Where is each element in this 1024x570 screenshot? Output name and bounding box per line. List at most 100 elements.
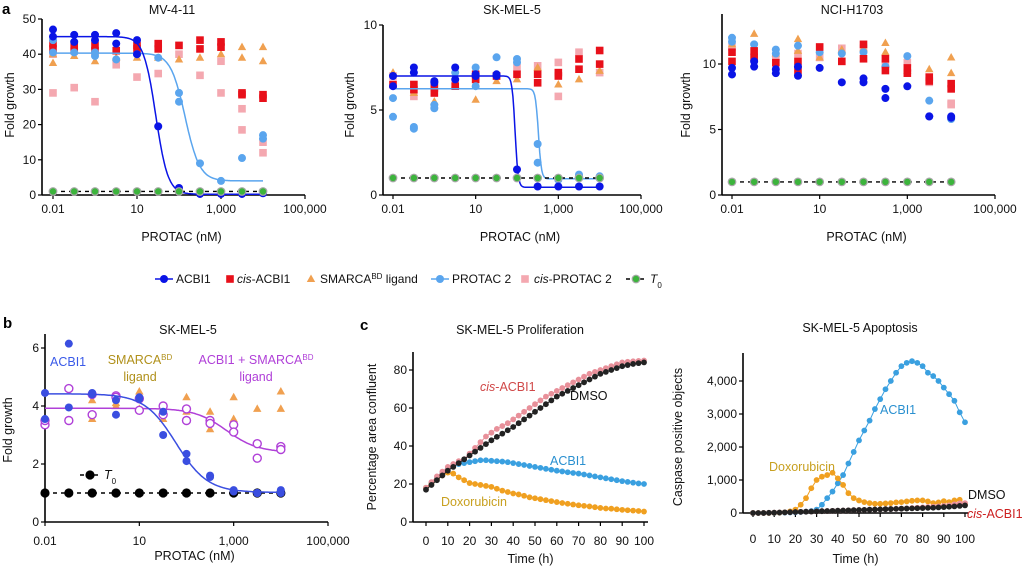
data-point bbox=[925, 73, 934, 81]
x-tick-label: 40 bbox=[831, 532, 845, 546]
data-point bbox=[595, 66, 604, 74]
data-point bbox=[570, 501, 577, 508]
data-point bbox=[451, 63, 460, 72]
data-point bbox=[898, 499, 905, 506]
data-point bbox=[630, 479, 636, 486]
data-point bbox=[532, 464, 538, 470]
data-point bbox=[237, 154, 246, 163]
annotation-label-run: cis bbox=[967, 507, 982, 521]
data-point bbox=[49, 48, 57, 57]
data-point bbox=[624, 362, 631, 368]
data-point bbox=[543, 401, 549, 408]
data-point bbox=[112, 29, 121, 38]
data-point bbox=[158, 488, 168, 498]
data-point bbox=[216, 187, 226, 196]
data-point bbox=[195, 159, 204, 168]
panel-label-b: b bbox=[3, 315, 12, 332]
chart-title: SK-MEL-5 bbox=[483, 3, 541, 17]
data-point bbox=[881, 84, 890, 93]
x-tick-label: 20 bbox=[463, 534, 477, 548]
series-t0 bbox=[388, 173, 605, 183]
data-point bbox=[111, 401, 121, 409]
x-tick-label: 0.01 bbox=[720, 202, 744, 216]
data-point bbox=[893, 369, 899, 376]
y-tick-label: 0 bbox=[29, 188, 36, 202]
data-point bbox=[510, 424, 517, 430]
data-point bbox=[781, 509, 788, 516]
chart-title: SK-MEL-5 Proliferation bbox=[456, 323, 584, 337]
data-point bbox=[635, 360, 642, 367]
data-point bbox=[258, 42, 268, 51]
data-point bbox=[537, 464, 544, 471]
data-point bbox=[276, 444, 286, 455]
legend-item: cis-ACBI1 bbox=[226, 272, 291, 286]
data-point bbox=[903, 498, 910, 505]
data-point bbox=[532, 408, 538, 415]
series-smarca-bd-ligand bbox=[388, 63, 604, 105]
data-point bbox=[803, 495, 809, 502]
data-point bbox=[570, 385, 577, 391]
data-point bbox=[808, 508, 815, 515]
data-point bbox=[750, 510, 756, 516]
data-point bbox=[444, 467, 451, 474]
x-tick-label: 70 bbox=[895, 532, 909, 546]
data-point bbox=[946, 391, 952, 398]
data-point bbox=[492, 76, 501, 85]
legend-marker-square bbox=[226, 275, 234, 283]
data-point bbox=[70, 37, 79, 46]
data-point bbox=[930, 504, 937, 511]
data-point bbox=[483, 483, 489, 489]
data-point bbox=[175, 41, 183, 50]
data-point bbox=[461, 456, 468, 463]
series-acbi1 bbox=[49, 25, 267, 198]
data-point bbox=[845, 460, 852, 467]
x-tick-label: 50 bbox=[528, 534, 542, 548]
legend-item: T0 bbox=[626, 272, 662, 290]
data-point bbox=[881, 47, 890, 56]
data-point bbox=[595, 46, 604, 55]
data-point bbox=[898, 363, 905, 370]
data-point bbox=[641, 508, 647, 515]
data-point bbox=[597, 370, 604, 377]
data-point bbox=[630, 361, 636, 367]
data-point bbox=[112, 46, 121, 55]
data-point bbox=[872, 406, 878, 412]
data-point bbox=[87, 395, 97, 404]
data-point bbox=[205, 488, 215, 498]
data-point bbox=[597, 505, 604, 511]
x-tick-label: 0.01 bbox=[41, 202, 65, 216]
data-point bbox=[840, 482, 846, 488]
data-point bbox=[483, 441, 489, 447]
data-point bbox=[575, 55, 583, 63]
legend-label: ACBI1 bbox=[176, 272, 211, 286]
data-point bbox=[829, 488, 836, 495]
data-point bbox=[521, 492, 527, 499]
data-point bbox=[259, 134, 267, 143]
data-point bbox=[624, 507, 631, 514]
annotation-label-run: ligand bbox=[123, 370, 156, 384]
x-tick-label: 20 bbox=[789, 532, 803, 546]
fit-curve bbox=[393, 88, 600, 180]
data-point bbox=[512, 173, 522, 183]
x-tick-label: 90 bbox=[616, 534, 630, 548]
legend-marker-circle bbox=[436, 275, 444, 283]
data-point bbox=[819, 473, 825, 480]
data-point bbox=[559, 390, 566, 397]
data-point bbox=[154, 45, 163, 53]
data-point bbox=[466, 480, 473, 486]
data-point bbox=[64, 403, 73, 412]
data-point bbox=[513, 63, 521, 72]
x-axis-label: PROTAC (nM) bbox=[480, 230, 560, 244]
data-point bbox=[472, 458, 478, 465]
data-point bbox=[493, 458, 500, 465]
annotation-label: Doxorubicin bbox=[441, 495, 507, 509]
data-point bbox=[477, 445, 484, 451]
fit-curve bbox=[393, 75, 600, 189]
data-point bbox=[91, 97, 99, 106]
data-point bbox=[840, 472, 846, 478]
series-protac-2 bbox=[49, 36, 267, 185]
data-point bbox=[389, 94, 397, 103]
y-tick-label: 0 bbox=[730, 506, 737, 520]
data-point bbox=[951, 503, 958, 510]
data-point bbox=[533, 140, 542, 148]
